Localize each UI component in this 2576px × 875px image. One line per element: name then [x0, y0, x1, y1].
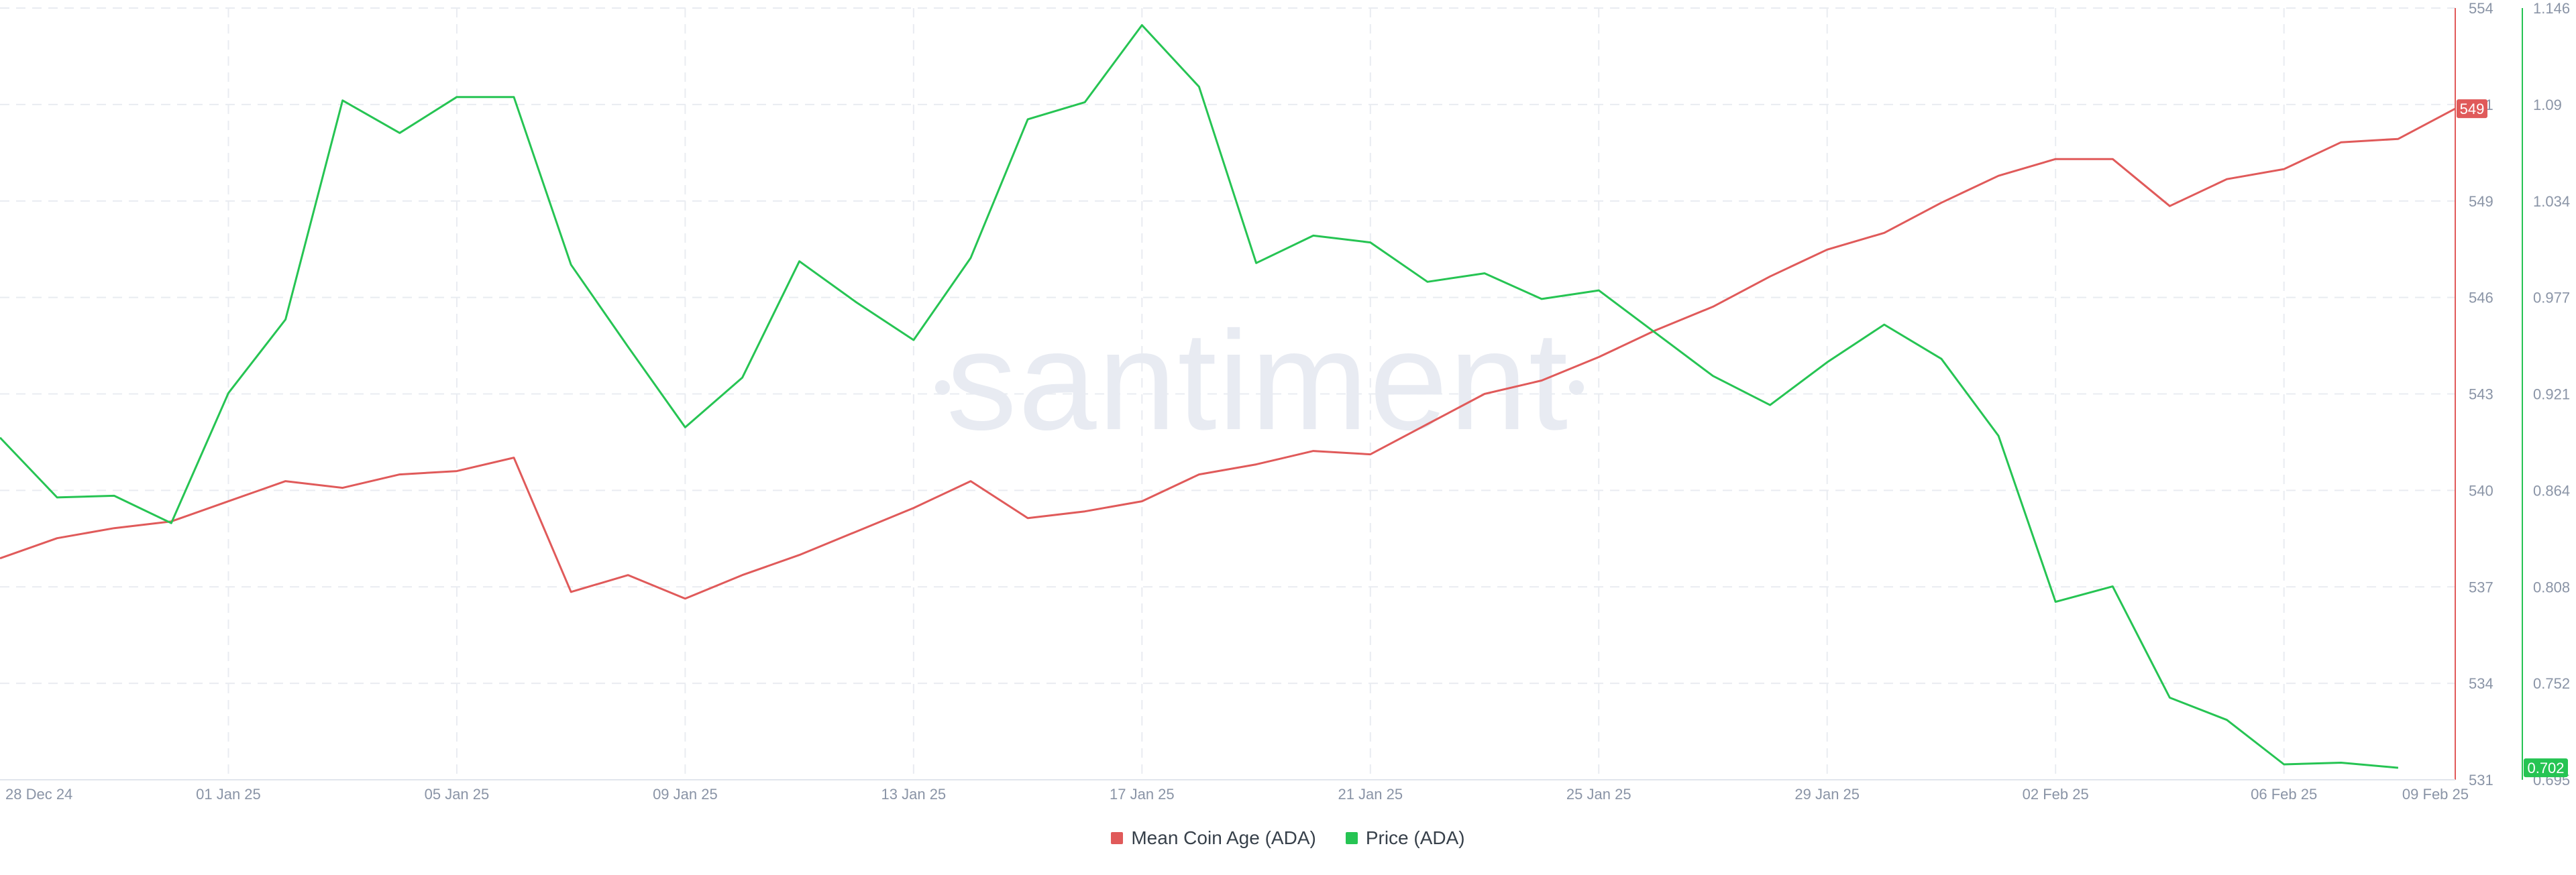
x-axis-tick: 09 Jan 25: [653, 786, 718, 803]
price-line: [0, 24, 2399, 769]
x-axis-tick: 01 Jan 25: [196, 786, 261, 803]
x-axis-tick: 25 Jan 25: [1566, 786, 1631, 803]
legend-swatch-mean-coin-age: [1111, 832, 1124, 844]
price-axis-tick: 1.146: [2533, 0, 2570, 17]
x-axis-tick: 02 Feb 25: [2023, 786, 2089, 803]
labels-layer: 5541.1465511.095491.0345460.9775430.9215…: [5, 0, 2570, 803]
x-axis-tick: 09 Feb 25: [2402, 786, 2469, 803]
price-last-value: 0.702: [2527, 760, 2564, 776]
x-axis-tick: 06 Feb 25: [2251, 786, 2317, 803]
mean-coin-age-axis-tick: 537: [2469, 579, 2493, 595]
x-axis-tick: 29 Jan 25: [1794, 786, 1860, 803]
mean-coin-age-axis-tick: 543: [2469, 386, 2493, 403]
mean-coin-age-axis-tick: 540: [2469, 482, 2493, 499]
price-axis-tick: 0.808: [2533, 579, 2570, 595]
legend-label-price: Price (ADA): [1365, 827, 1465, 848]
legend-item-price[interactable]: Price (ADA): [1345, 827, 1465, 849]
price-axis-tick: 0.752: [2533, 675, 2570, 692]
legend-label-mean-coin-age: Mean Coin Age (ADA): [1131, 827, 1316, 848]
watermark-dot-right: [1569, 380, 1584, 395]
price-axis-tick: 1.09: [2533, 97, 2562, 113]
chart-legend: Mean Coin Age (ADA) Price (ADA): [0, 823, 2576, 853]
x-axis-tick: 21 Jan 25: [1338, 786, 1403, 803]
mean-coin-age-line: [0, 107, 2456, 600]
mean-coin-age-axis-tick: 546: [2469, 290, 2493, 306]
x-axis-tick: 17 Jan 25: [1110, 786, 1175, 803]
santiment-watermark: santiment: [947, 302, 1569, 459]
price-axis-tick: 1.034: [2533, 193, 2570, 210]
mean-coin-age-axis-tick: 534: [2469, 675, 2493, 692]
legend-swatch-price: [1345, 832, 1358, 844]
axes-layer: [0, 8, 2523, 780]
watermark-dot-left: [935, 380, 950, 395]
mean-coin-age-axis-tick: 549: [2469, 193, 2493, 210]
mean-coin-age-last-value-badge: [2457, 99, 2487, 119]
price-last-value-badge: [2524, 758, 2568, 778]
price-axis-tick: 0.864: [2533, 482, 2570, 499]
mean-coin-age-axis-tick: 554: [2469, 0, 2493, 17]
legend-item-mean-coin-age[interactable]: Mean Coin Age (ADA): [1111, 827, 1316, 849]
x-axis-tick: 13 Jan 25: [881, 786, 947, 803]
x-axis-tick: 05 Jan 25: [425, 786, 490, 803]
series-layer: [0, 24, 2456, 769]
price-axis-tick: 0.921: [2533, 386, 2570, 403]
x-axis-tick: 28 Dec 24: [5, 786, 72, 803]
mean-coin-age-last-value: 549: [2460, 101, 2485, 117]
price-axis-tick: 0.977: [2533, 290, 2570, 306]
mean-coin-age-axis-tick: 531: [2469, 772, 2493, 789]
